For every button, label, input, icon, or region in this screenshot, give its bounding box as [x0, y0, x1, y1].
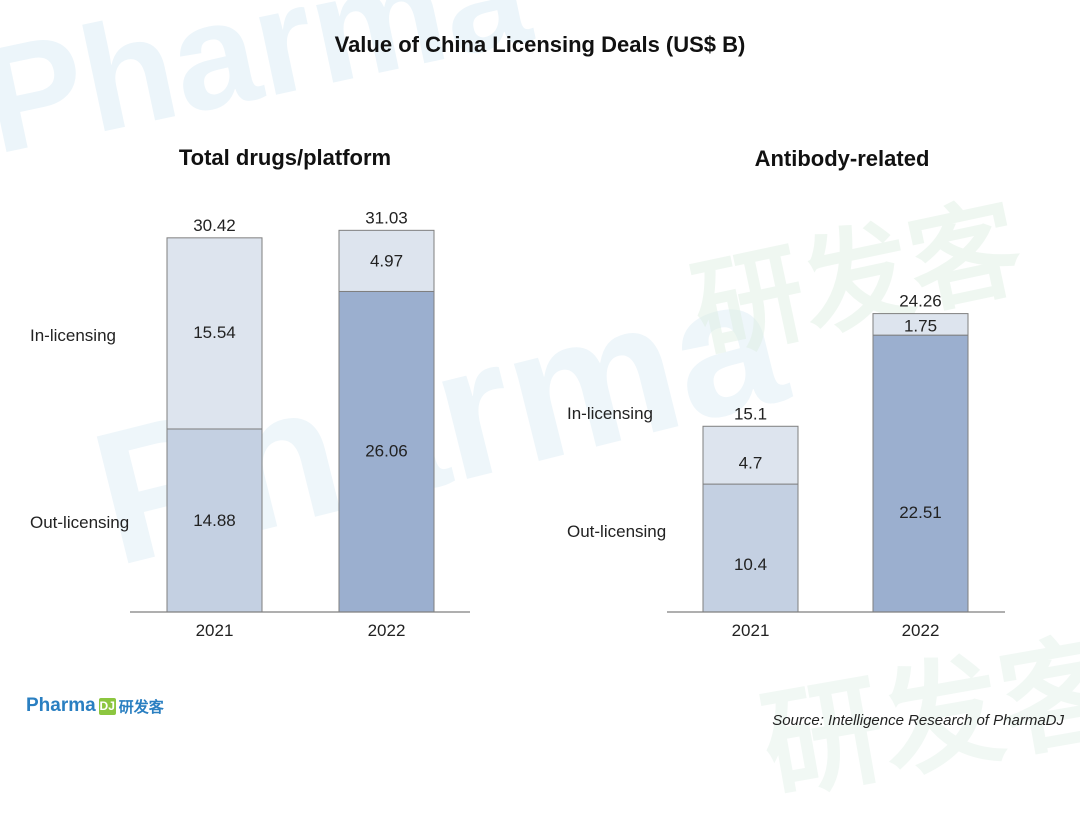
bar-out-licensing — [872, 334, 969, 613]
bar-out-licensing — [702, 483, 799, 613]
series-label-out-licensing: Out-licensing — [30, 513, 129, 532]
chart-title: Antibody-related — [755, 146, 930, 171]
data-label-out-licensing: 14.88 — [193, 511, 236, 530]
logo-chinese-text: 研发客 — [118, 698, 164, 716]
series-label-in-licensing: In-licensing — [567, 404, 653, 423]
bar-in-licensing — [166, 237, 263, 430]
x-tick-label: 2022 — [902, 621, 940, 640]
logo-text: Pharma — [26, 695, 96, 716]
x-tick-label: 2021 — [196, 621, 234, 640]
data-label-total: 24.26 — [899, 292, 942, 311]
data-label-in-licensing: 1.75 — [904, 317, 937, 336]
chart-title: Total drugs/platform — [179, 145, 391, 170]
series-label-out-licensing: Out-licensing — [567, 522, 666, 541]
data-label-total: 15.1 — [734, 404, 767, 423]
x-tick-label: 2021 — [732, 621, 770, 640]
series-label-in-licensing: In-licensing — [30, 326, 116, 345]
data-label-out-licensing: 26.06 — [365, 441, 408, 460]
logo-icon: DJ — [98, 697, 116, 715]
x-tick-label: 2022 — [368, 621, 406, 640]
source-note: Source: Intelligence Research of PharmaD… — [772, 712, 1064, 729]
bar-in-licensing — [702, 425, 799, 485]
bar-in-licensing — [872, 313, 969, 336]
data-label-in-licensing: 4.97 — [370, 251, 403, 270]
data-label-out-licensing: 10.4 — [734, 555, 767, 574]
bar-in-licensing — [338, 229, 435, 292]
bar-out-licensing — [166, 428, 263, 613]
brand-logo: Pharma DJ 研发客 — [26, 695, 164, 717]
data-label-in-licensing: 15.54 — [193, 323, 236, 342]
data-label-out-licensing: 22.51 — [899, 503, 942, 522]
chart-main-title: Value of China Licensing Deals (US$ B) — [334, 32, 746, 57]
data-label-total: 30.42 — [193, 216, 236, 235]
charts-area: Total drugs/platform 14.88 15.54 30.42 2021 2… — [30, 145, 1005, 640]
data-label-in-licensing: 4.7 — [739, 453, 763, 472]
bar-out-licensing — [338, 290, 435, 613]
data-label-total: 31.03 — [365, 208, 408, 227]
